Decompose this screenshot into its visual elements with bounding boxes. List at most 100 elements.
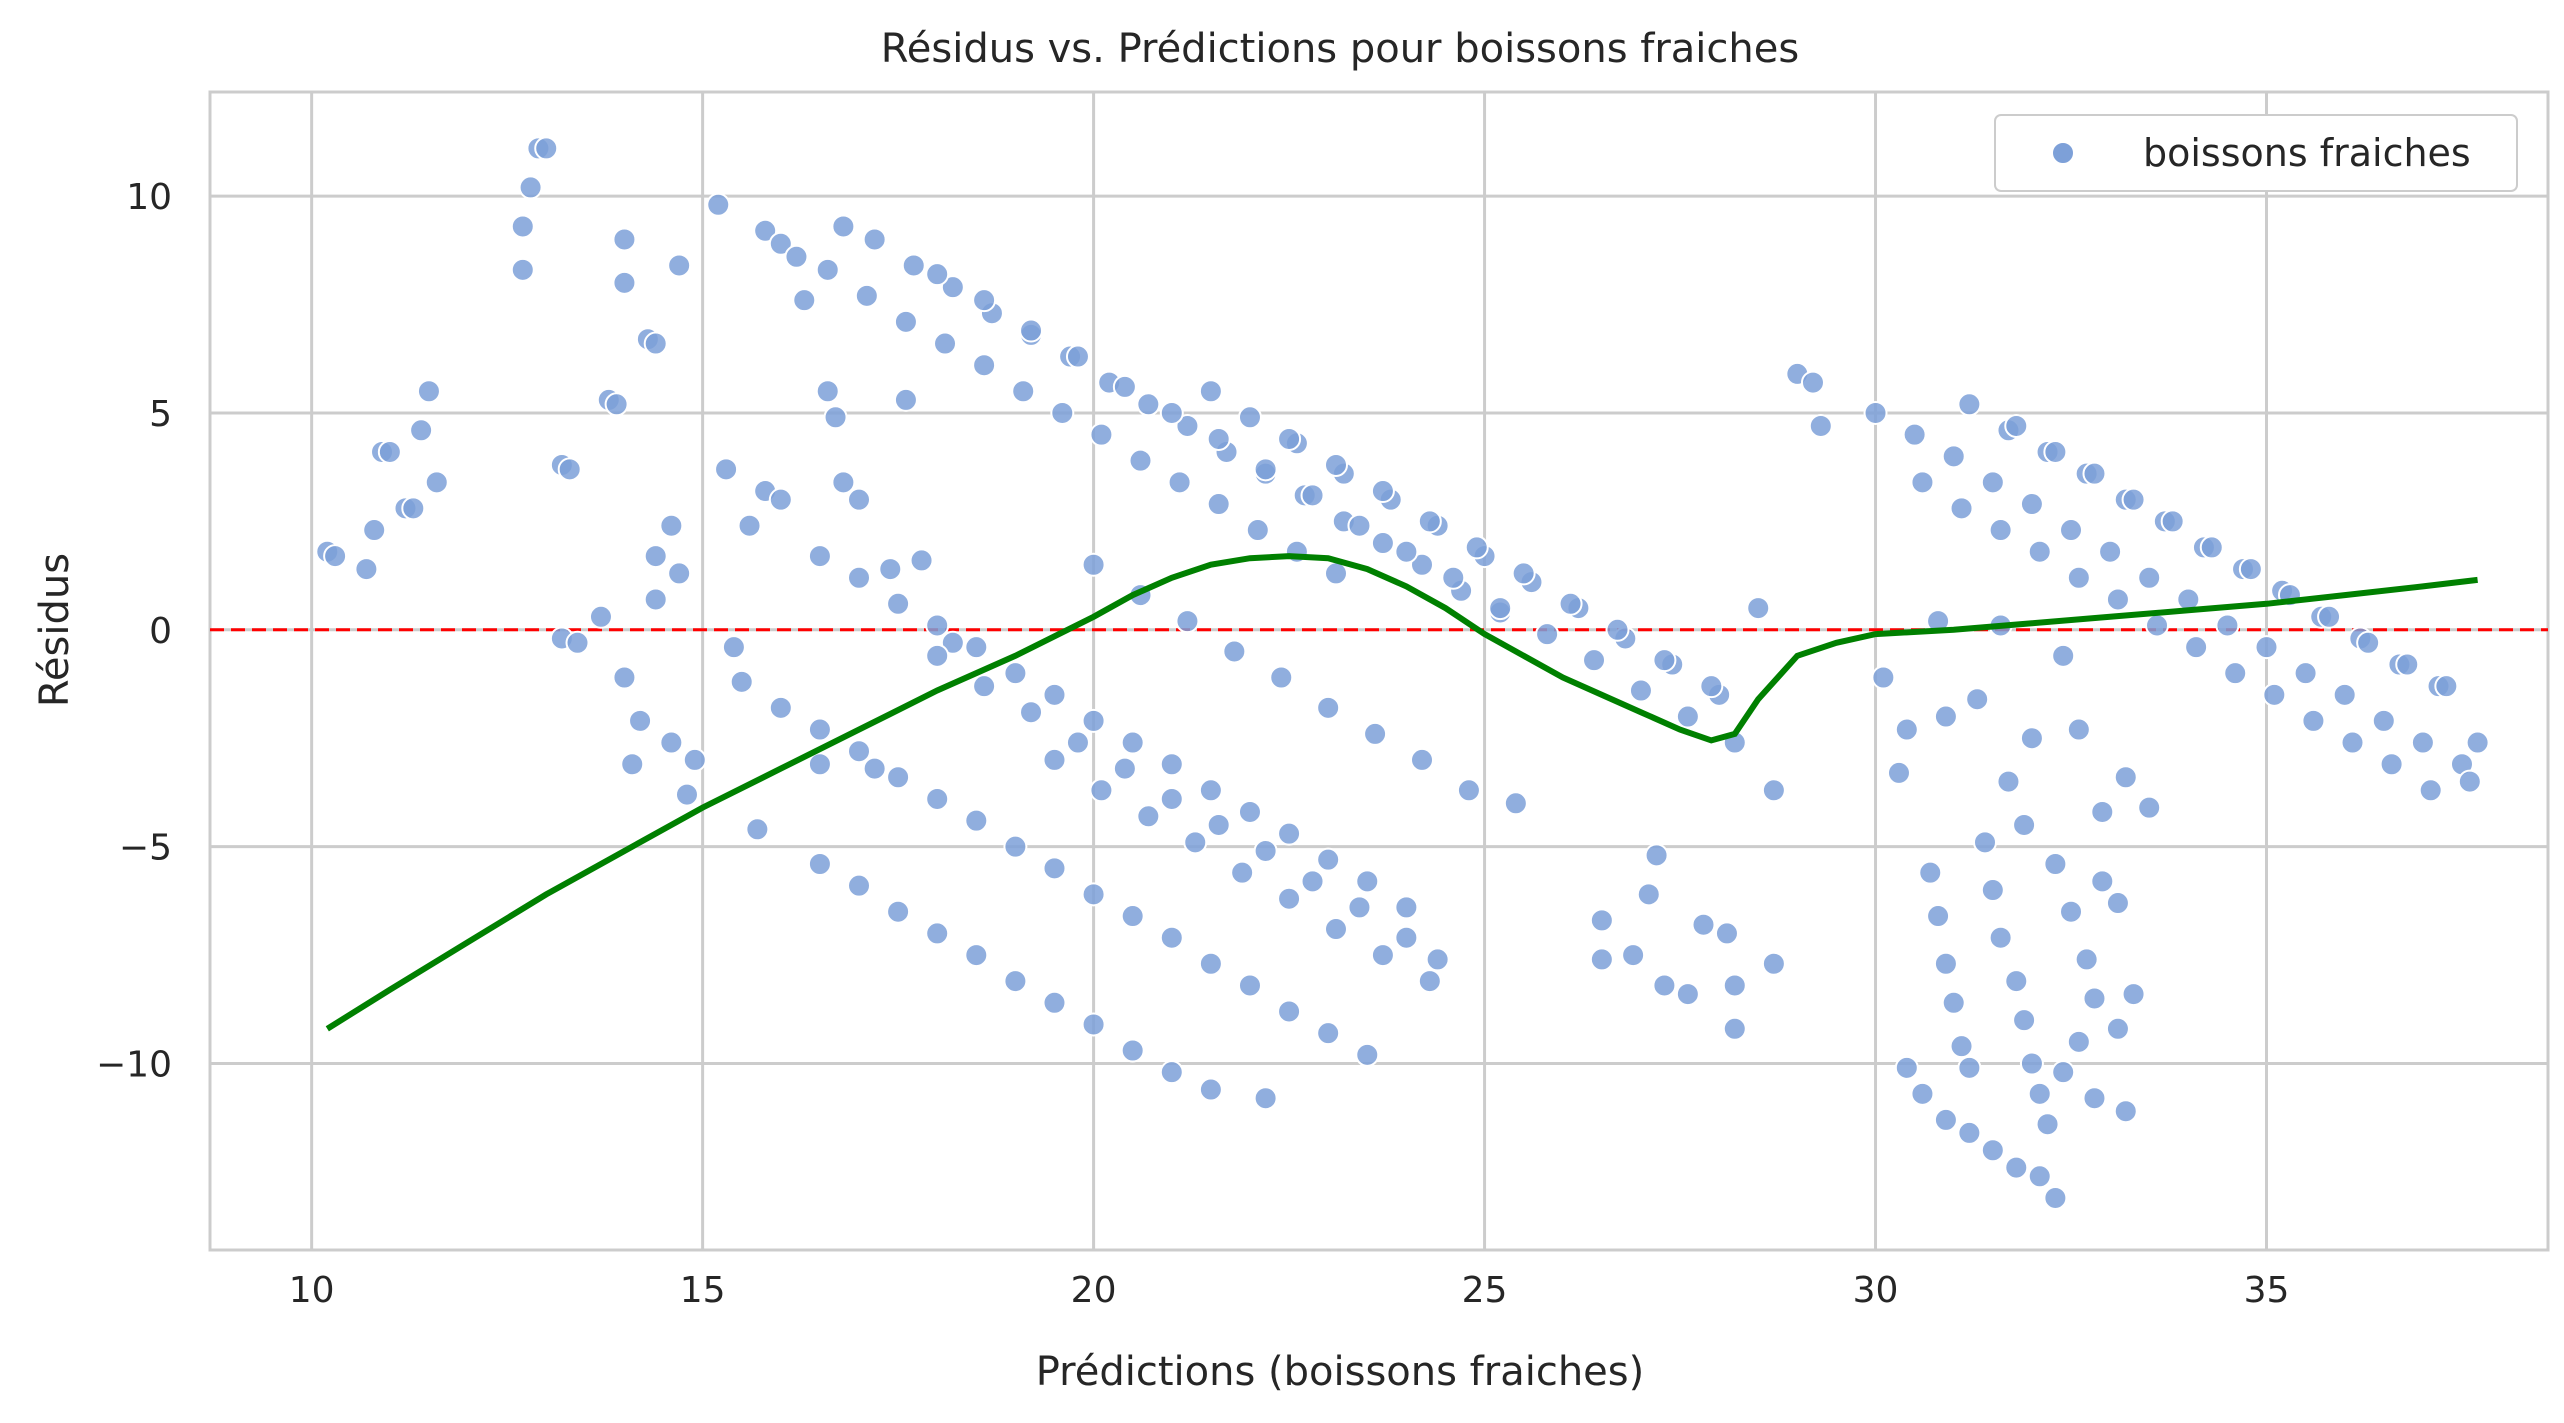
- data-point: [401, 496, 426, 521]
- data-point: [964, 808, 989, 833]
- data-point: [1973, 830, 1998, 855]
- data-point: [1926, 904, 1951, 929]
- data-point: [1120, 730, 1145, 755]
- data-point: [1300, 869, 1325, 894]
- data-point: [2043, 1185, 2068, 1210]
- data-point: [2356, 630, 2381, 655]
- data-point: [2457, 769, 2482, 794]
- data-point: [1136, 392, 1161, 417]
- data-point: [1722, 973, 1747, 998]
- trend-line: [325, 553, 2478, 1032]
- data-point: [2199, 535, 2224, 560]
- data-point: [2160, 509, 2185, 534]
- data-point: [1933, 1107, 1958, 1132]
- data-point: [2004, 413, 2029, 438]
- data-point: [1120, 904, 1145, 929]
- data-point: [1652, 648, 1677, 673]
- data-point: [2184, 635, 2209, 660]
- data-point: [2332, 682, 2357, 707]
- data-point: [2027, 1164, 2052, 1189]
- data-point: [2098, 539, 2123, 564]
- data-point: [2082, 461, 2107, 486]
- data-point: [893, 309, 918, 334]
- data-point: [1441, 565, 1466, 590]
- data-point: [1652, 973, 1677, 998]
- data-point: [972, 353, 997, 378]
- data-point: [1245, 518, 1270, 543]
- data-point: [1370, 479, 1395, 504]
- data-point: [1394, 539, 1419, 564]
- data-point: [2043, 852, 2068, 876]
- data-point: [604, 392, 629, 417]
- data-point: [1042, 990, 1067, 1015]
- data-point: [416, 379, 441, 404]
- data-point: [1589, 947, 1614, 972]
- data-point: [2019, 492, 2044, 517]
- data-point: [1957, 392, 1982, 417]
- data-point: [847, 873, 872, 898]
- data-point: [2027, 1081, 2052, 1106]
- data-point: [1198, 778, 1223, 803]
- data-point: [1222, 639, 1247, 664]
- data-point: [1277, 999, 1302, 1024]
- data-point: [659, 730, 684, 755]
- data-point: [1198, 1077, 1223, 1102]
- data-point: [2019, 1051, 2044, 1076]
- data-point: [1081, 1012, 1106, 1037]
- data-point: [1965, 687, 1990, 712]
- data-point: [1582, 648, 1607, 673]
- data-point: [2113, 1099, 2138, 1124]
- data-point: [901, 253, 926, 278]
- data-point: [847, 739, 872, 764]
- data-point: [706, 192, 731, 217]
- data-point: [768, 231, 793, 256]
- x-tick-label: 30: [1853, 1270, 1899, 1311]
- data-point: [588, 604, 613, 629]
- data-point: [2012, 812, 2037, 837]
- data-point: [768, 487, 793, 512]
- data-point: [1175, 609, 1200, 634]
- data-point: [1699, 674, 1724, 699]
- data-point: [792, 288, 817, 313]
- data-point: [2113, 765, 2138, 790]
- data-point: [2090, 869, 2115, 894]
- y-tick-label: 0: [149, 611, 172, 652]
- data-point: [1089, 422, 1114, 447]
- data-point: [2395, 652, 2420, 677]
- data-point: [807, 852, 832, 876]
- data-point: [1003, 834, 1028, 859]
- y-tick-label: 10: [126, 177, 172, 218]
- data-point: [1112, 374, 1137, 399]
- chart-title: Résidus vs. Prédictions pour boissons fr…: [881, 26, 1799, 72]
- data-point: [2066, 717, 2091, 742]
- data-point: [354, 557, 379, 582]
- data-point: [409, 418, 434, 443]
- data-point: [1628, 678, 1653, 703]
- data-point: [925, 921, 950, 946]
- data-point: [1941, 990, 1966, 1015]
- data-point: [2121, 982, 2146, 1007]
- data-point: [620, 752, 645, 777]
- x-tick-label: 25: [1462, 1270, 1508, 1311]
- data-point: [1370, 943, 1395, 968]
- data-point: [612, 227, 637, 252]
- data-point: [2215, 613, 2240, 638]
- data-point: [1128, 448, 1153, 473]
- data-point: [2410, 730, 2435, 755]
- data-point: [1605, 617, 1630, 642]
- data-point: [1910, 1081, 1935, 1106]
- data-point: [886, 765, 911, 790]
- data-point: [1081, 708, 1106, 733]
- data-point: [940, 630, 965, 655]
- data-point: [2105, 587, 2130, 612]
- data-point: [2137, 565, 2162, 590]
- data-point: [2317, 604, 2342, 629]
- data-point: [1159, 786, 1184, 811]
- data-point: [1167, 470, 1192, 495]
- data-point: [925, 643, 950, 668]
- data-point: [1761, 778, 1786, 803]
- data-point: [1089, 778, 1114, 803]
- data-point: [1237, 799, 1262, 824]
- data-point: [1355, 869, 1380, 894]
- data-point: [1918, 860, 1943, 885]
